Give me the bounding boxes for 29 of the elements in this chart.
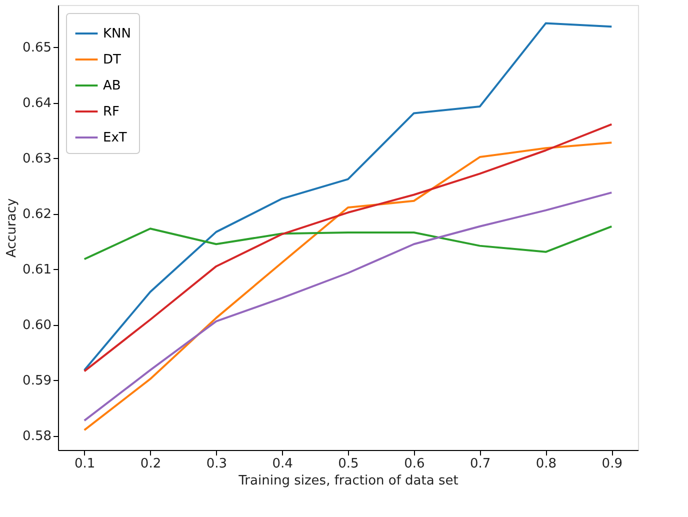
line-series (83, 225, 613, 260)
y-tick-label: 0.62 (22, 207, 52, 222)
y-tick-label: 0.60 (22, 318, 52, 334)
x-axis-title: Training sizes, fraction of data set (238, 474, 458, 488)
legend-label: ExT (103, 130, 127, 146)
x-tick-label: 0.9 (602, 456, 622, 472)
line-series (83, 123, 613, 372)
y-tick-label: 0.63 (22, 152, 52, 167)
legend-label: AB (103, 78, 121, 94)
line-series (83, 22, 613, 372)
x-tick-label: 0.4 (272, 456, 293, 472)
x-tick-label: 0.3 (206, 456, 228, 472)
y-tick-label: 0.59 (22, 374, 52, 389)
x-tick-label: 0.5 (338, 456, 359, 472)
legend-label: RF (103, 104, 120, 120)
y-tick-label: 0.61 (22, 262, 52, 278)
x-tick-label: 0.7 (470, 456, 491, 472)
y-tick-label: 0.58 (22, 429, 52, 444)
legend-label: KNN (103, 26, 131, 42)
x-tick-label: 0.8 (536, 456, 557, 472)
y-axis-title: Accuracy (4, 198, 20, 258)
y-tick-label: 0.64 (22, 96, 52, 112)
y-tick-label: 0.65 (22, 40, 52, 56)
x-tick-label: 0.2 (140, 456, 162, 472)
line-series (83, 142, 613, 432)
x-tick-label: 0.6 (404, 456, 425, 472)
legend-label: DT (103, 52, 122, 68)
x-tick-label: 0.1 (74, 456, 96, 472)
line-series (83, 192, 613, 422)
